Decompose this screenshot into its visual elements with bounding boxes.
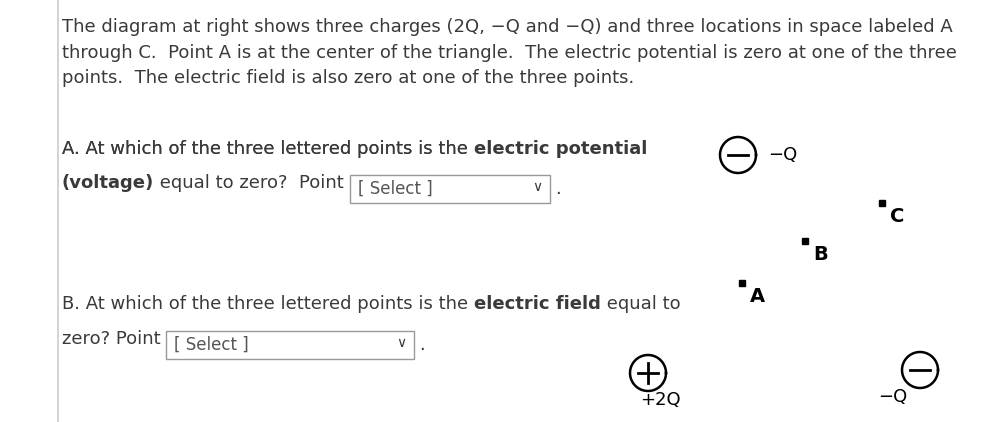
Text: equal to: equal to bbox=[601, 295, 680, 313]
Text: zero? Point: zero? Point bbox=[62, 330, 166, 348]
Text: (voltage): (voltage) bbox=[62, 174, 154, 192]
Text: [ Select ]: [ Select ] bbox=[174, 336, 249, 354]
Text: A: A bbox=[750, 287, 766, 306]
Text: −Q: −Q bbox=[878, 388, 907, 406]
Text: −Q: −Q bbox=[768, 146, 798, 164]
Text: B. At which of the three lettered points is the: B. At which of the three lettered points… bbox=[62, 295, 474, 313]
Text: A. At which of the three lettered points is the: A. At which of the three lettered points… bbox=[62, 140, 474, 158]
Text: [ Select ]: [ Select ] bbox=[358, 180, 433, 198]
Text: B: B bbox=[813, 245, 828, 264]
Text: equal to zero?  Point: equal to zero? Point bbox=[154, 174, 350, 192]
Text: C: C bbox=[890, 207, 905, 226]
Text: +2Q: +2Q bbox=[640, 391, 680, 409]
Text: ∨: ∨ bbox=[532, 180, 542, 194]
Text: electric field: electric field bbox=[474, 295, 601, 313]
Text: .: . bbox=[555, 180, 560, 198]
Bar bbox=[166, 331, 415, 359]
Text: The diagram at right shows three charges (2Q, −Q and −Q) and three locations in : The diagram at right shows three charges… bbox=[62, 18, 957, 87]
Text: electric potential: electric potential bbox=[474, 140, 647, 158]
Bar bbox=[350, 175, 550, 203]
Text: ∨: ∨ bbox=[397, 336, 407, 350]
Text: A. At which of the three lettered points is the electric potential: A. At which of the three lettered points… bbox=[62, 140, 626, 158]
Text: A. At which of the three lettered points is the: A. At which of the three lettered points… bbox=[62, 140, 474, 158]
Text: .: . bbox=[420, 336, 425, 354]
